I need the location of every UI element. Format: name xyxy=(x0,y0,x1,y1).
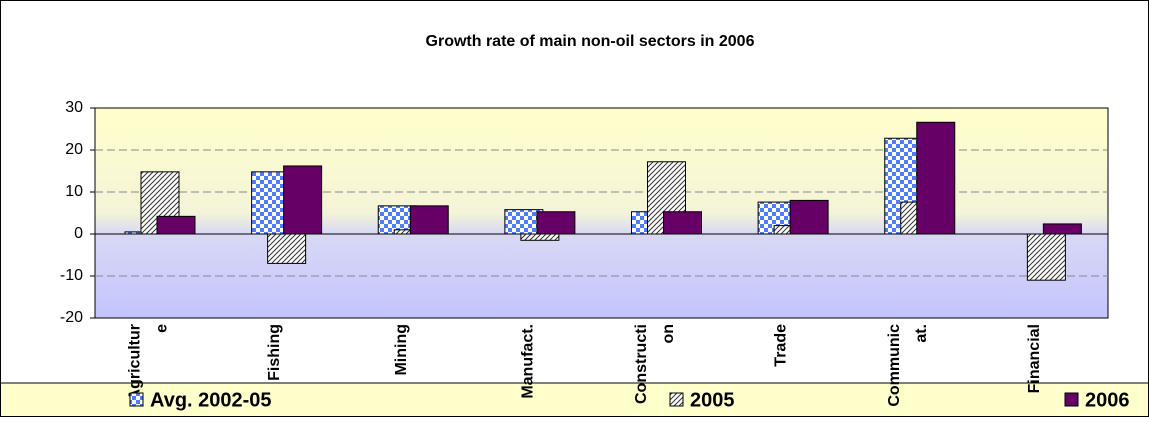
bar xyxy=(536,211,576,235)
bar xyxy=(789,199,829,235)
x-tick-label: Financial xyxy=(1026,324,1043,393)
legend-label: Avg. 2002-05 xyxy=(150,389,272,411)
plot-area xyxy=(94,107,1109,319)
legend-box xyxy=(0,382,1149,417)
legend-label: 2005 xyxy=(690,389,735,411)
x-tick-label: Fishing xyxy=(266,324,283,381)
x-tick-label: Constructi on xyxy=(633,324,677,404)
bar xyxy=(916,121,956,235)
bar xyxy=(520,233,560,241)
x-tick-label: Agricultur e xyxy=(127,324,171,401)
x-tick-label: Communic at. xyxy=(886,324,930,407)
y-tick-label: 30 xyxy=(65,99,83,116)
legend-swatch xyxy=(129,392,144,407)
bar xyxy=(1042,223,1082,235)
x-tick-label: Mining xyxy=(393,324,410,376)
legend-label: 2006 xyxy=(1085,389,1130,411)
legend-swatch xyxy=(1064,392,1079,407)
bar xyxy=(663,211,702,235)
bar xyxy=(409,205,449,235)
bar xyxy=(267,233,307,264)
x-tick-label: Trade xyxy=(773,324,790,367)
x-tick-label: Manufact. xyxy=(519,324,536,399)
bar xyxy=(283,165,323,235)
y-tick-label: 20 xyxy=(65,141,83,158)
bar xyxy=(1026,233,1066,281)
legend-swatch xyxy=(669,392,684,407)
chart-title: Growth rate of main non-oil sectors in 2… xyxy=(426,33,755,50)
y-tick-label: 10 xyxy=(65,183,83,200)
bar xyxy=(156,215,196,235)
y-tick-label: -20 xyxy=(60,309,83,326)
y-tick-label: -10 xyxy=(60,267,83,284)
y-tick-label: 0 xyxy=(74,225,83,242)
